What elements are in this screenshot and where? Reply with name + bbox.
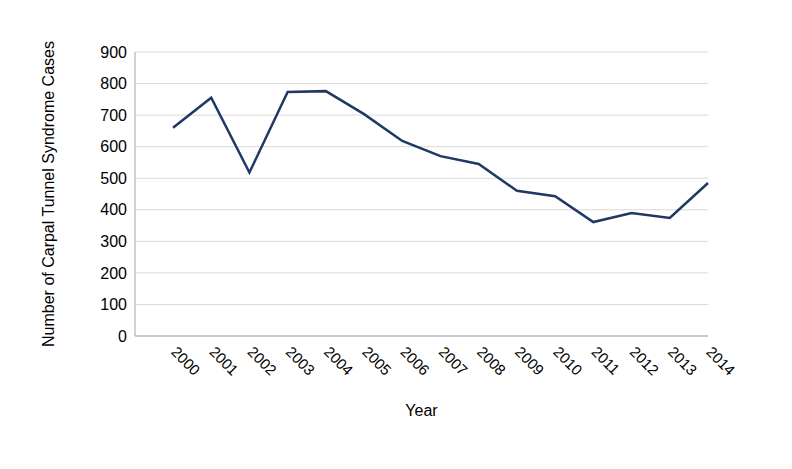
svg-text:2012: 2012 <box>627 343 663 379</box>
svg-text:600: 600 <box>100 138 127 155</box>
svg-text:900: 900 <box>100 44 127 61</box>
svg-text:700: 700 <box>100 107 127 124</box>
svg-text:2003: 2003 <box>283 343 319 379</box>
svg-text:500: 500 <box>100 170 127 187</box>
svg-text:Year: Year <box>405 402 438 419</box>
svg-text:2011: 2011 <box>588 343 623 378</box>
svg-text:2014: 2014 <box>703 343 739 379</box>
svg-text:2007: 2007 <box>436 343 472 379</box>
svg-text:200: 200 <box>100 265 127 282</box>
svg-text:2006: 2006 <box>397 343 433 379</box>
svg-text:800: 800 <box>100 75 127 92</box>
svg-text:2013: 2013 <box>665 343 701 379</box>
svg-text:2005: 2005 <box>359 343 395 379</box>
svg-text:2008: 2008 <box>474 343 510 379</box>
svg-text:2009: 2009 <box>512 343 548 379</box>
svg-text:2004: 2004 <box>321 343 357 379</box>
svg-text:100: 100 <box>100 296 127 313</box>
svg-text:2010: 2010 <box>550 343 586 379</box>
svg-text:0: 0 <box>118 328 127 345</box>
svg-text:2000: 2000 <box>168 343 204 379</box>
svg-text:Number of Carpal Tunnel Syndro: Number of Carpal Tunnel Syndrome Cases <box>40 41 57 347</box>
svg-text:300: 300 <box>100 233 127 250</box>
svg-text:2002: 2002 <box>244 343 280 379</box>
svg-text:400: 400 <box>100 201 127 218</box>
svg-text:2001: 2001 <box>206 343 242 379</box>
